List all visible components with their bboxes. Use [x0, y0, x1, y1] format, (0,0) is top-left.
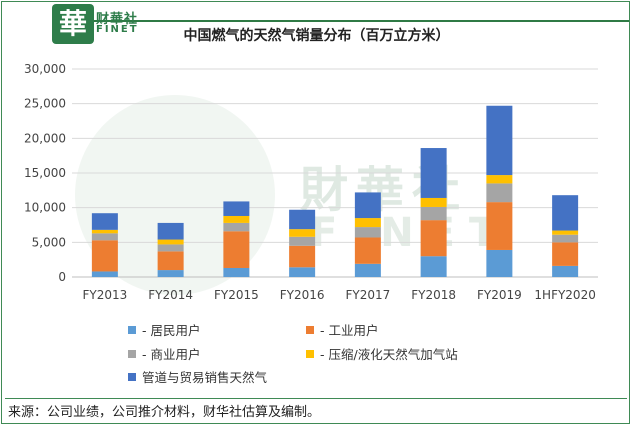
bar-segment [223, 231, 250, 268]
legend-label-industrial: - 工业用户 [320, 323, 379, 338]
bar-segment [223, 201, 250, 216]
bar-segment [354, 237, 381, 264]
legend-swatch-pipeline-trade [128, 372, 136, 381]
x-tick-label: FY2019 [477, 288, 522, 302]
bar-segment [486, 175, 513, 184]
chart-title: 中国燃气的天然气销量分布（百万立方米） [183, 28, 450, 44]
legend-swatch-industrial [306, 325, 314, 334]
bar-segment [157, 270, 184, 277]
y-tick-label: 5,000 [32, 235, 66, 249]
y-tick-label: 15,000 [24, 166, 66, 180]
bar-segment [420, 206, 447, 221]
brand-name-en: FINET [96, 24, 139, 35]
brand-name-cn: 财華社 [96, 12, 139, 27]
x-tick-label: FY2013 [82, 288, 127, 302]
bar-segment [552, 230, 579, 235]
legend-item-pipeline-trade: 管道与贸易销售天然气 [128, 367, 267, 386]
bar-segment [91, 233, 118, 241]
bar-segment [552, 234, 579, 243]
y-tick-label: 25,000 [24, 97, 66, 111]
finet-logo: 華 [52, 4, 94, 44]
bar-segment [420, 148, 447, 198]
x-tick-label: FY2017 [345, 288, 390, 302]
legend-label-residential: - 居民用户 [142, 323, 201, 338]
bar-segment [552, 265, 579, 277]
header-rule [60, 20, 629, 22]
bar-segment [552, 195, 579, 231]
bar-segment [289, 236, 316, 246]
source-note: 来源：公司业绩，公司推介材料，财华社估算及编制。 [8, 405, 321, 420]
bar-segment [289, 267, 316, 277]
bar-segment [354, 227, 381, 238]
bar-segment [157, 251, 184, 271]
bar-segment [91, 229, 118, 234]
bar-segment [91, 213, 118, 230]
legend-item-cng-lng: - 压缩/液化天然气加气站 [306, 344, 458, 363]
bar-segment [486, 105, 513, 176]
bar-segment [420, 256, 447, 277]
y-tick-label: 10,000 [24, 201, 66, 215]
x-tick-label: FY2014 [148, 288, 193, 302]
watermark-text-en: FINET [310, 210, 511, 256]
bar-segment [486, 183, 513, 203]
bar-segment [289, 245, 316, 268]
legend-swatch-residential [128, 325, 136, 334]
legend-swatch-commercial [128, 349, 136, 358]
bar-segment [552, 242, 579, 266]
legend-label-commercial: - 商业用户 [142, 347, 201, 362]
source-rule [5, 398, 627, 399]
bar-segment [354, 218, 381, 228]
bar-segment [157, 244, 184, 252]
x-tick-label: FY2015 [214, 288, 259, 302]
x-tick-label: 1HFY2020 [534, 288, 595, 302]
bar-segment [223, 222, 250, 232]
bar-segment [289, 229, 316, 237]
bar-segment [157, 239, 184, 245]
bar-segment [486, 249, 513, 277]
bar-segment [223, 215, 250, 223]
bar-segment [91, 240, 118, 272]
bar-segment [223, 267, 250, 277]
legend-item-residential: - 居民用户 [128, 320, 200, 339]
legend-label-cng-lng: - 压缩/液化天然气加气站 [320, 347, 458, 362]
y-tick-label: 30,000 [24, 62, 66, 76]
bar-segment [420, 197, 447, 207]
y-tick-label: 20,000 [24, 131, 66, 145]
bar-segment [354, 263, 381, 277]
bar-segment [486, 202, 513, 250]
x-tick-label: FY2018 [411, 288, 456, 302]
x-tick-label: FY2016 [280, 288, 325, 302]
bar-segment [157, 222, 184, 240]
legend-item-industrial: - 工业用户 [306, 320, 378, 339]
bar-segment [354, 192, 381, 219]
legend-item-commercial: - 商业用户 [128, 344, 200, 363]
bar-segment [420, 220, 447, 257]
legend-label-pipeline-trade: 管道与贸易销售天然气 [142, 370, 268, 385]
legend-swatch-cng-lng [306, 349, 314, 358]
bar-segment [91, 271, 118, 277]
y-tick-label: 0 [58, 270, 66, 284]
bar-segment [289, 209, 316, 230]
